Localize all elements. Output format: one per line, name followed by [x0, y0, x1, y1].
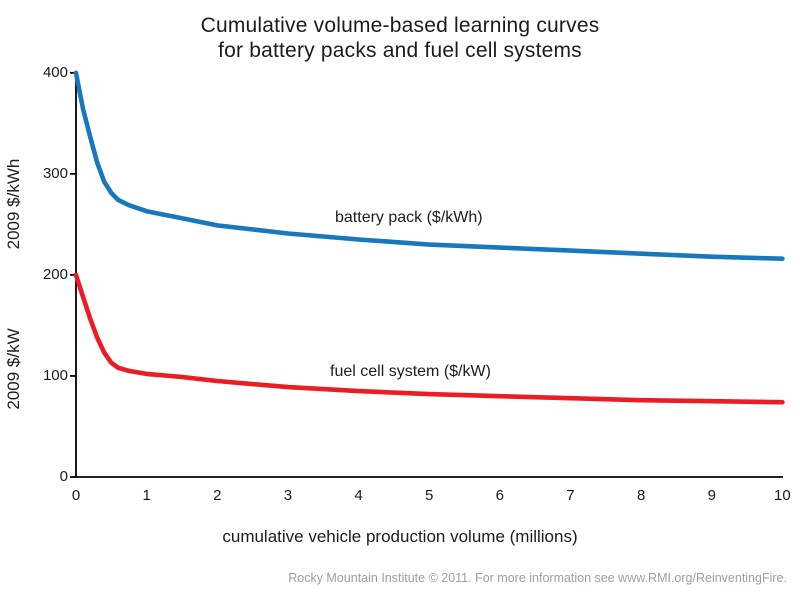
y-tick-label: 200 [42, 265, 68, 283]
y-tick-label: 100 [42, 366, 68, 384]
footer-credit: Rocky Mountain Institute © 2011. For mor… [288, 571, 787, 585]
chart-title-line2: for battery packs and fuel cell systems [218, 39, 582, 62]
fuel-cell-series-label: fuel cell system ($/kW) [330, 363, 491, 380]
x-tick-label: 10 [774, 487, 791, 504]
x-tick-label: 9 [707, 487, 716, 504]
y-tick-label: 400 [42, 63, 68, 81]
y-axis-label-kw: 2009 $/kW [4, 328, 23, 410]
y-tick-label: 0 [59, 468, 68, 485]
x-tick-label: 6 [495, 487, 504, 504]
x-tick-label: 2 [213, 487, 222, 504]
x-tick-label: 1 [142, 487, 151, 504]
y-tick-label: 300 [42, 164, 68, 182]
x-tick-label: 8 [636, 487, 646, 504]
x-axis-label: cumulative vehicle production volume (mi… [222, 527, 578, 546]
x-tick-label: 3 [283, 487, 293, 504]
series-curve-0 [73, 70, 785, 261]
axis-spine [75, 72, 783, 478]
x-tick-label: 0 [71, 487, 81, 504]
battery-pack-series-label: battery pack ($/kWh) [335, 209, 483, 226]
x-tick-label: 4 [354, 487, 363, 504]
x-tick-label: 7 [566, 487, 575, 504]
series-curve-1 [73, 272, 785, 405]
chart-title-line1: Cumulative volume-based learning curves [200, 14, 600, 37]
x-tick-label: 5 [425, 487, 434, 504]
chart-title: Cumulative volume-based learning curves … [0, 13, 800, 63]
